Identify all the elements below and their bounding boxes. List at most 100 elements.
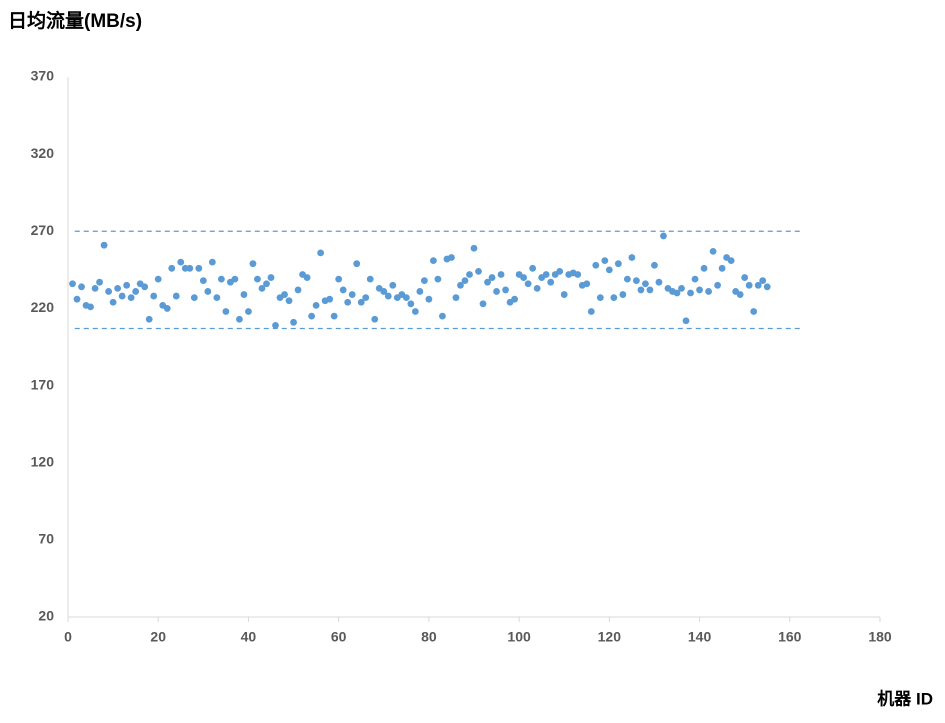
data-point: [100, 241, 108, 249]
data-point: [285, 297, 293, 305]
data-point: [529, 264, 537, 272]
data-point: [502, 286, 509, 294]
x-tick-label: 180: [868, 629, 892, 645]
data-point: [610, 294, 618, 302]
data-point: [479, 300, 487, 308]
data-point: [741, 274, 749, 281]
data-point: [231, 275, 239, 283]
data-point: [614, 260, 622, 268]
data-point: [714, 281, 721, 289]
data-point: [317, 249, 325, 257]
data-point: [263, 280, 270, 288]
data-point: [718, 264, 726, 272]
data-point: [583, 280, 591, 288]
data-point: [687, 289, 694, 297]
data-point: [466, 271, 473, 278]
data-point: [520, 274, 528, 281]
x-tick-label: 120: [598, 629, 622, 645]
data-point: [696, 286, 703, 294]
data-point: [605, 266, 613, 274]
data-point: [488, 274, 496, 281]
data-point: [123, 281, 131, 289]
data-point: [154, 275, 162, 283]
y-tick-label: 270: [31, 222, 55, 238]
data-point: [407, 300, 415, 308]
data-point: [457, 281, 464, 289]
data-point: [96, 278, 103, 286]
data-point: [682, 317, 690, 325]
x-tick-label: 140: [688, 629, 712, 645]
data-point: [691, 275, 699, 283]
data-point: [511, 295, 518, 303]
data-point: [217, 275, 225, 283]
data-point: [308, 312, 315, 320]
x-tick-label: 20: [150, 629, 166, 645]
data-point: [416, 288, 424, 295]
data-point: [240, 291, 248, 298]
y-tick-label: 170: [31, 376, 55, 392]
data-point: [655, 278, 663, 286]
data-point: [542, 271, 550, 278]
data-point: [642, 280, 649, 288]
data-point: [434, 275, 442, 283]
data-point: [177, 258, 185, 266]
data-point: [389, 281, 397, 289]
x-axis-label: 机器 ID: [877, 688, 933, 708]
data-point: [339, 286, 347, 294]
data-point: [199, 277, 207, 285]
data-point: [678, 284, 685, 292]
data-point: [114, 284, 122, 292]
data-point: [258, 284, 266, 292]
y-tick-label: 320: [31, 145, 55, 161]
data-point: [281, 291, 288, 298]
data-point: [660, 232, 667, 240]
y-tick-label: 220: [31, 299, 55, 315]
data-point: [727, 257, 735, 264]
data-point: [132, 288, 140, 295]
y-tick-label: 20: [38, 608, 54, 624]
x-tick-label: 0: [64, 629, 72, 645]
data-point: [420, 277, 428, 285]
data-point: [475, 268, 482, 275]
data-point: [78, 283, 85, 291]
data-point: [249, 260, 257, 268]
data-point: [633, 277, 640, 285]
data-point: [759, 277, 767, 285]
data-point: [294, 286, 302, 294]
data-point: [348, 291, 356, 298]
data-point: [380, 288, 388, 295]
data-point: [592, 261, 600, 269]
x-tick-label: 60: [331, 629, 347, 645]
data-point: [484, 278, 491, 286]
data-point: [637, 286, 645, 294]
data-point: [222, 308, 230, 315]
data-point: [673, 289, 681, 297]
data-point: [547, 278, 555, 286]
data-point: [628, 254, 636, 261]
data-point: [330, 312, 338, 320]
data-point: [384, 292, 392, 300]
data-point: [705, 288, 712, 295]
data-point: [109, 298, 117, 306]
data-point: [145, 315, 153, 323]
data-point: [646, 286, 654, 294]
data-point: [430, 257, 437, 264]
data-point: [69, 280, 76, 288]
data-point: [204, 288, 212, 295]
data-point: [425, 295, 433, 303]
data-point: [254, 275, 261, 283]
data-point: [118, 292, 126, 300]
data-point: [245, 308, 252, 315]
data-point: [150, 292, 158, 300]
data-point: [556, 268, 564, 275]
data-point: [172, 292, 180, 300]
data-point: [493, 288, 500, 295]
data-point: [267, 274, 275, 281]
data-point: [439, 312, 446, 320]
data-point: [470, 244, 478, 252]
x-tick-label: 100: [507, 629, 531, 645]
data-point: [371, 315, 379, 323]
data-point: [213, 294, 221, 302]
data-point: [353, 260, 361, 268]
